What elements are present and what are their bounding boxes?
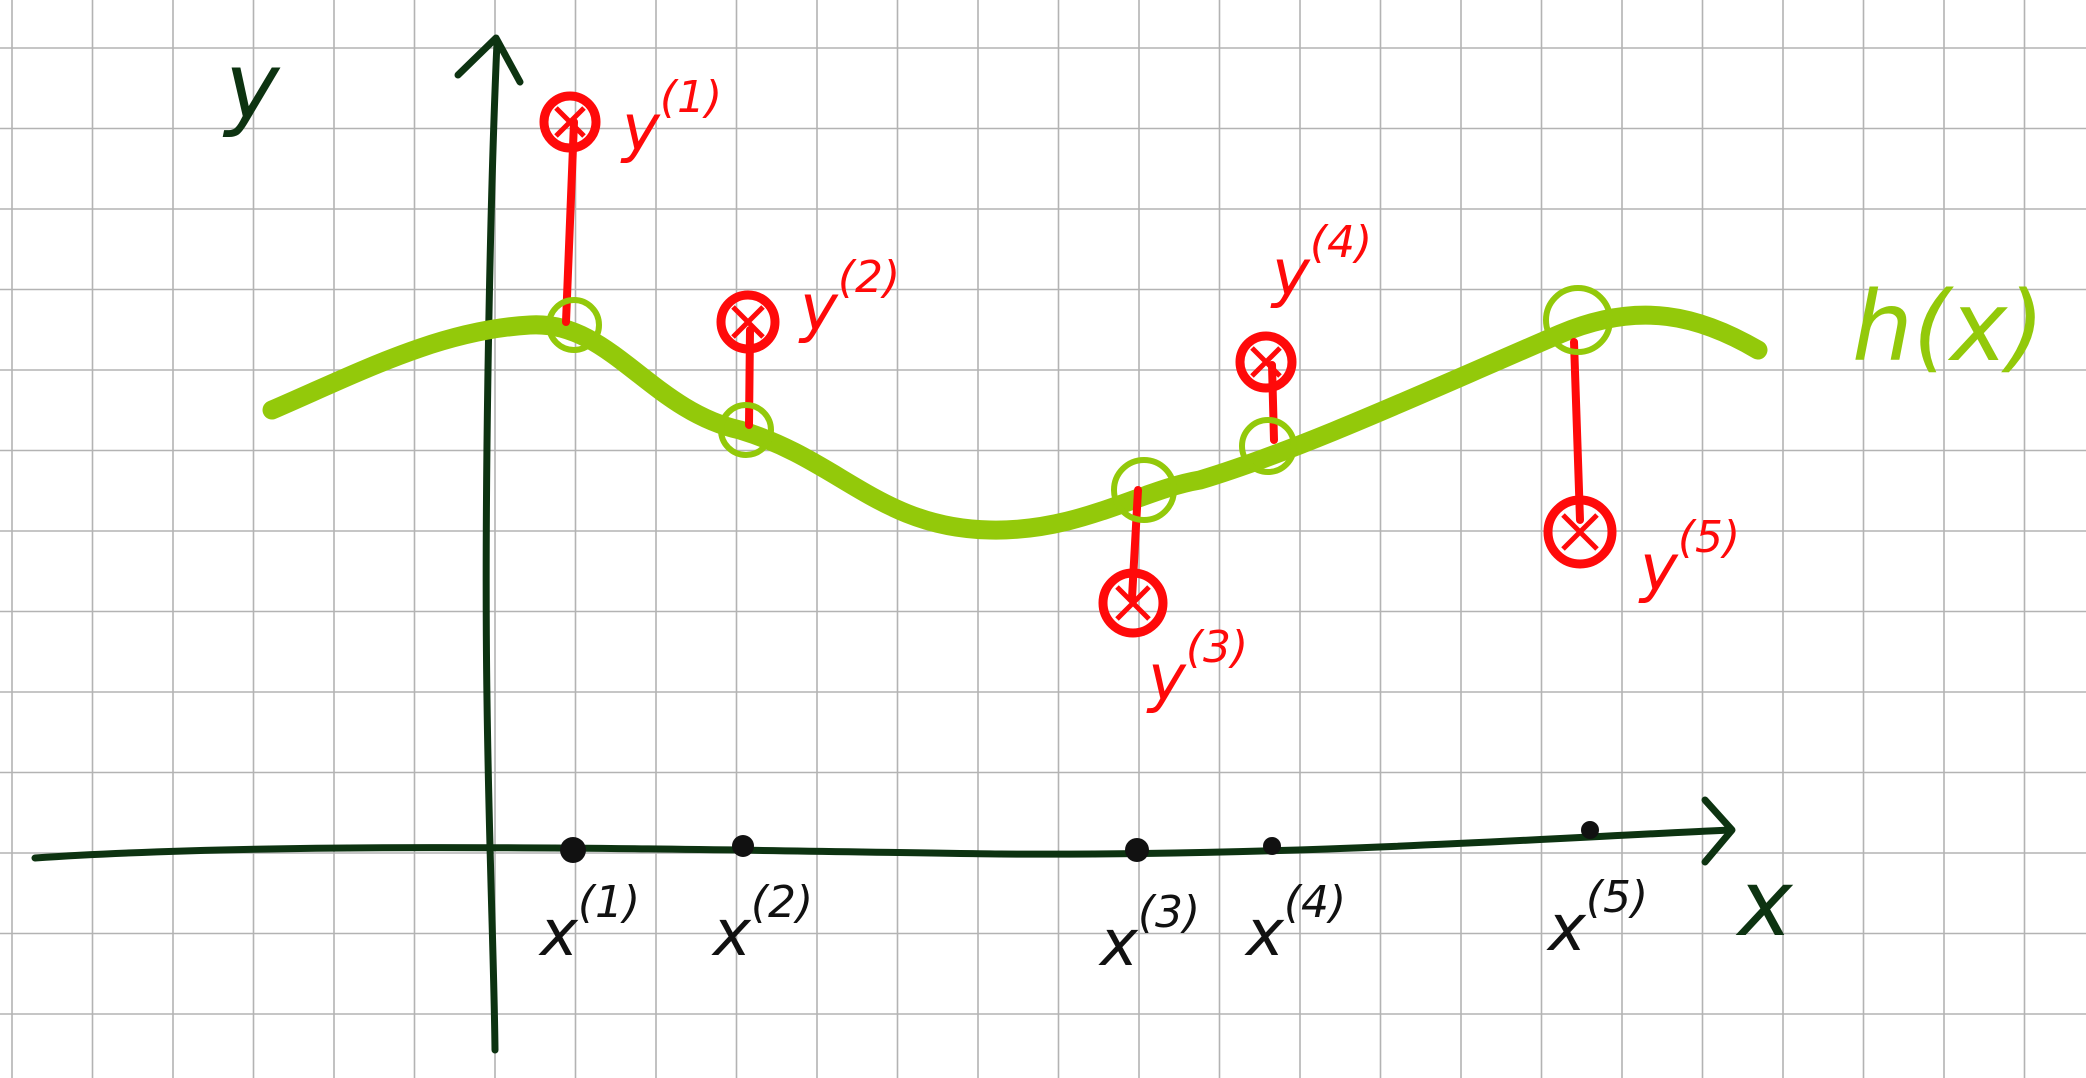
observation-marker — [1543, 495, 1617, 569]
prediction-marker — [1111, 457, 1177, 523]
residual-line — [562, 118, 578, 326]
curve-h-x — [262, 305, 1768, 540]
y-axis-line — [482, 38, 501, 1054]
prediction-marker — [1239, 417, 1297, 475]
hypothesis-curve: h(x) — [262, 271, 2045, 540]
observation-marker — [716, 290, 780, 354]
residual-line — [1268, 361, 1278, 444]
residual-line — [1570, 338, 1584, 524]
y-axis-label: y — [222, 33, 281, 140]
observation-marker — [1235, 331, 1297, 393]
x-tick-label: x(4) — [1244, 877, 1346, 971]
x-axis-label: x — [1735, 850, 1794, 957]
x-tick-label: x(2) — [711, 877, 813, 971]
x-tick-label: x(3) — [1098, 887, 1200, 981]
sample-3: x(3) y(3) — [1098, 457, 1248, 981]
prediction-marker — [546, 297, 602, 353]
sample-2: x(2) y(2) — [711, 252, 900, 971]
x-axis-arrowhead — [1701, 796, 1736, 866]
y-value-label: y(2) — [798, 252, 900, 346]
x-tick-label: x(1) — [538, 877, 640, 971]
x-axis-line — [31, 826, 1734, 862]
curve-label: h(x) — [1852, 271, 2045, 383]
sample-1: x(1) y(1) — [538, 72, 722, 971]
sample-4: x(4) y(4) — [1235, 217, 1372, 971]
x-tick-dot — [1263, 837, 1281, 855]
x-tick-dot — [732, 835, 754, 857]
prediction-marker — [1543, 285, 1613, 355]
observation-marker — [1098, 568, 1168, 638]
y-axis-arrowhead — [454, 34, 524, 86]
y-value-label: y(5) — [1638, 512, 1740, 606]
x-tick-label: x(5) — [1546, 872, 1648, 966]
y-value-label: y(3) — [1146, 622, 1248, 716]
prediction-marker — [718, 402, 774, 458]
observation-marker — [539, 91, 601, 153]
residual-line — [745, 326, 754, 429]
samples: x(1) y(1) x(2) y(2) x(3) y(3) — [538, 72, 1740, 981]
residual-line — [1128, 486, 1142, 602]
x-tick-dot — [560, 837, 586, 863]
sample-5: x(5) y(5) — [1543, 285, 1740, 966]
y-value-label: y(1) — [620, 72, 722, 166]
x-tick-dot — [1581, 821, 1599, 839]
y-value-label: y(4) — [1270, 217, 1372, 311]
axes: x y — [31, 33, 1794, 1054]
x-tick-dot — [1125, 838, 1149, 862]
